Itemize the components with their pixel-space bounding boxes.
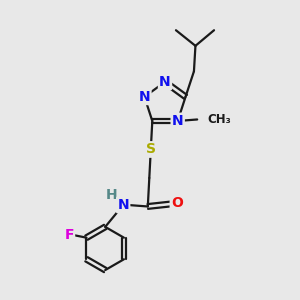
Text: H: H <box>106 188 118 203</box>
Text: N: N <box>117 198 129 212</box>
Text: N: N <box>139 90 150 104</box>
Text: CH₃: CH₃ <box>208 113 231 126</box>
Text: N: N <box>172 114 184 128</box>
Text: N: N <box>159 75 171 89</box>
Text: F: F <box>64 228 74 242</box>
Text: O: O <box>171 196 183 211</box>
Text: S: S <box>146 142 156 157</box>
